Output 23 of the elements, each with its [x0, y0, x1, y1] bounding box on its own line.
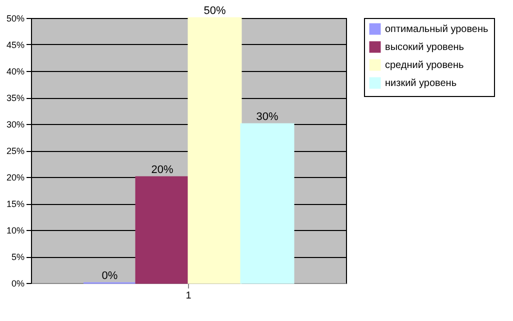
legend-label: оптимальный уровень: [385, 24, 488, 35]
y-tick-label: 40%: [6, 66, 24, 76]
data-label: 50%: [204, 5, 226, 17]
bar: [135, 176, 190, 284]
x-tick-label: 1: [186, 290, 192, 302]
y-tick-label: 45%: [6, 40, 24, 50]
legend-label: средний уровень: [385, 60, 464, 71]
y-tick-label: 35%: [6, 93, 24, 103]
bar: [240, 123, 294, 284]
y-tick-label: 25%: [6, 146, 24, 156]
y-tick-label: 0%: [11, 278, 24, 288]
data-label: 20%: [151, 164, 174, 176]
y-tick-label: 10%: [6, 226, 24, 236]
y-tick-label: 15%: [6, 199, 24, 209]
y-tick-label: 30%: [6, 120, 24, 130]
legend-label: низкий уровень: [385, 78, 457, 89]
legend-label: высокий уровень: [385, 42, 464, 53]
data-label: 0%: [102, 270, 118, 282]
y-tick-label: 50%: [6, 14, 24, 24]
y-tick-label: 20%: [6, 172, 24, 182]
data-label: 30%: [256, 111, 278, 123]
bar: [188, 17, 242, 284]
y-tick-label: 5%: [11, 252, 24, 262]
